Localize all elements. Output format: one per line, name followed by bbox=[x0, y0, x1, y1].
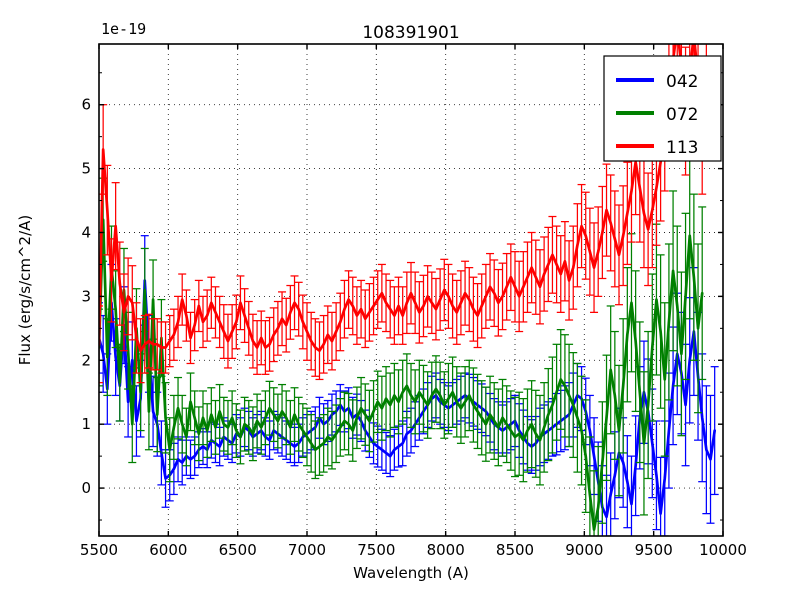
y-axis-title: Flux (erg/s/cm^2/A) bbox=[16, 215, 34, 366]
legend-label-042[interactable]: 042 bbox=[666, 72, 698, 92]
legend[interactable]: 042 072 113 bbox=[603, 55, 722, 162]
legend-label-072[interactable]: 072 bbox=[666, 105, 698, 125]
axis-ticks: 5500 6000 6500 7000 7500 8000 8500 9000 9500 1000… bbox=[80, 44, 747, 559]
data-series-group bbox=[99, 44, 719, 536]
y-axis-offset-label: 1e-19 bbox=[101, 20, 146, 38]
legend-items[interactable]: 042 072 113 bbox=[616, 72, 698, 158]
line-042 bbox=[99, 279, 717, 519]
x-tick-label: 6000 bbox=[149, 541, 187, 559]
y-tick-label: 3 bbox=[81, 287, 91, 305]
y-tick-label: 4 bbox=[81, 223, 91, 241]
x-tick-label: 9000 bbox=[565, 541, 603, 559]
y-tick-label: 6 bbox=[81, 96, 91, 114]
legend-label-113[interactable]: 113 bbox=[666, 138, 698, 158]
x-tick-label: 6500 bbox=[219, 541, 257, 559]
y-tick-label: 1 bbox=[81, 415, 91, 433]
x-tick-label: 10000 bbox=[699, 541, 747, 559]
x-tick-label: 7000 bbox=[288, 541, 326, 559]
x-tick-label: 8500 bbox=[496, 541, 534, 559]
x-tick-label: 8000 bbox=[427, 541, 465, 559]
x-tick-label: 7500 bbox=[357, 541, 395, 559]
legend-box bbox=[603, 55, 722, 162]
line-072 bbox=[99, 218, 704, 531]
y-tick-label: 2 bbox=[81, 351, 91, 369]
x-tick-label: 5500 bbox=[80, 541, 118, 559]
y-tick-label: 0 bbox=[81, 479, 91, 497]
x-tick-label: 9500 bbox=[635, 541, 673, 559]
x-axis-title: Wavelength (A) bbox=[353, 564, 469, 582]
line-113 bbox=[99, 44, 708, 353]
y-tick-label: 5 bbox=[81, 160, 91, 178]
plot-title: 108391901 bbox=[362, 23, 459, 43]
axes-frame bbox=[98, 43, 724, 537]
